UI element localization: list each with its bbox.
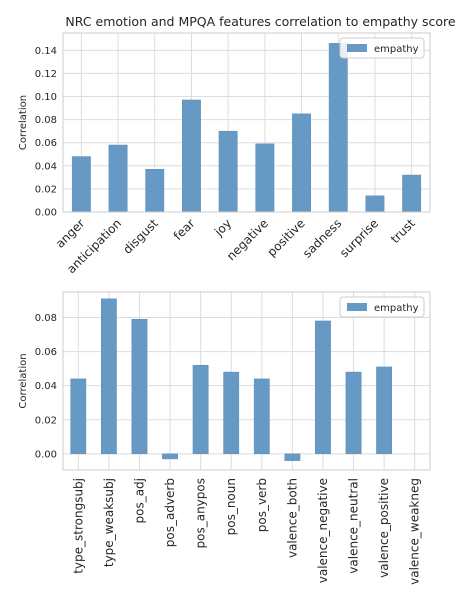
y-tick-label: 0.04 xyxy=(35,161,57,172)
x-tick-label: pos_adj xyxy=(132,478,146,524)
y-tick-label: 0.12 xyxy=(35,69,57,80)
x-tick-label: anger xyxy=(53,216,88,251)
bar-valence_positive xyxy=(376,366,393,455)
x-tick-label: valence_weakneg xyxy=(408,478,422,585)
y-axis-label: Correlation xyxy=(18,95,29,150)
bar-joy xyxy=(218,130,238,213)
legend-box xyxy=(339,37,425,59)
y-tick-label: 0.00 xyxy=(35,208,57,219)
y-tick-label: 0.08 xyxy=(35,313,57,324)
bar-pos_verb xyxy=(253,378,270,455)
bar-disgust xyxy=(145,169,165,213)
x-tick-label: valence_negative xyxy=(316,478,330,583)
bar-type_weaksubj xyxy=(100,298,117,455)
bar-type_strongsubj xyxy=(70,378,87,455)
x-tick-label: valence_positive xyxy=(377,478,391,578)
y-tick-label: 0.06 xyxy=(35,138,57,149)
x-tick-label: pos_verb xyxy=(255,478,269,532)
y-tick-label: 0.06 xyxy=(35,347,57,358)
legend-label: empathy xyxy=(374,44,419,55)
plot-frame xyxy=(62,32,431,213)
y-axis-label: Correlation xyxy=(18,353,29,408)
legend-label: empathy xyxy=(374,303,419,314)
bar-pos_adj xyxy=(131,319,148,455)
x-tick-label: fear xyxy=(171,216,198,243)
x-tick-label: type_strongsubj xyxy=(71,478,85,574)
bar-pos_adverb xyxy=(162,453,178,460)
bar-trust xyxy=(402,174,422,213)
bar-positive xyxy=(292,113,311,213)
bar-surprise xyxy=(365,195,385,213)
x-tick-label: type_weaksubj xyxy=(102,478,116,567)
bar-valence_both xyxy=(284,453,301,461)
y-tick-label: 0.04 xyxy=(35,381,57,392)
y-tick-label: 0.00 xyxy=(35,449,57,460)
x-tick-label: pos_anypos xyxy=(194,478,208,548)
y-tick-label: 0.02 xyxy=(35,184,57,195)
bar-anticipation xyxy=(108,144,128,213)
legend-box xyxy=(339,296,425,318)
x-tick-label: sadness xyxy=(300,216,344,260)
bar-fear xyxy=(182,99,201,213)
legend: empathy xyxy=(339,37,425,59)
y-tick-label: 0.10 xyxy=(35,92,57,103)
chart-title: NRC emotion and MPQA features correlatio… xyxy=(65,14,455,29)
plot-frame xyxy=(62,291,431,471)
x-tick-label: trust xyxy=(388,216,418,246)
x-tick-label: joy xyxy=(211,216,234,239)
bar-valence_negative xyxy=(315,320,331,455)
y-tick-label: 0.02 xyxy=(35,415,57,426)
x-tick-label: disgust xyxy=(120,216,161,257)
y-tick-label: 0.08 xyxy=(35,115,57,126)
bar-negative xyxy=(255,143,275,213)
bar-sadness xyxy=(328,43,348,213)
bar-pos_anypos xyxy=(192,364,209,455)
x-tick-label: pos_adverb xyxy=(163,478,177,547)
y-tick-label: 0.14 xyxy=(35,46,57,57)
bar-valence_neutral xyxy=(345,371,362,455)
x-tick-label: valence_both xyxy=(285,478,299,558)
legend: empathy xyxy=(339,296,425,318)
bar-anger xyxy=(71,156,91,213)
plot-area xyxy=(63,292,430,470)
bar-pos_noun xyxy=(223,371,240,455)
x-tick-label: valence_neutral xyxy=(347,478,361,574)
chart-1: 0.000.020.040.060.080.100.120.14angerant… xyxy=(18,14,456,276)
legend-swatch xyxy=(347,44,367,52)
x-tick-label: pos_noun xyxy=(224,478,238,535)
legend-swatch xyxy=(347,303,367,311)
x-tick-label: surprise xyxy=(337,216,381,260)
chart-2: 0.00 0.02 0.04 0.06 0.08 type_strongsubj type_… xyxy=(18,291,431,585)
